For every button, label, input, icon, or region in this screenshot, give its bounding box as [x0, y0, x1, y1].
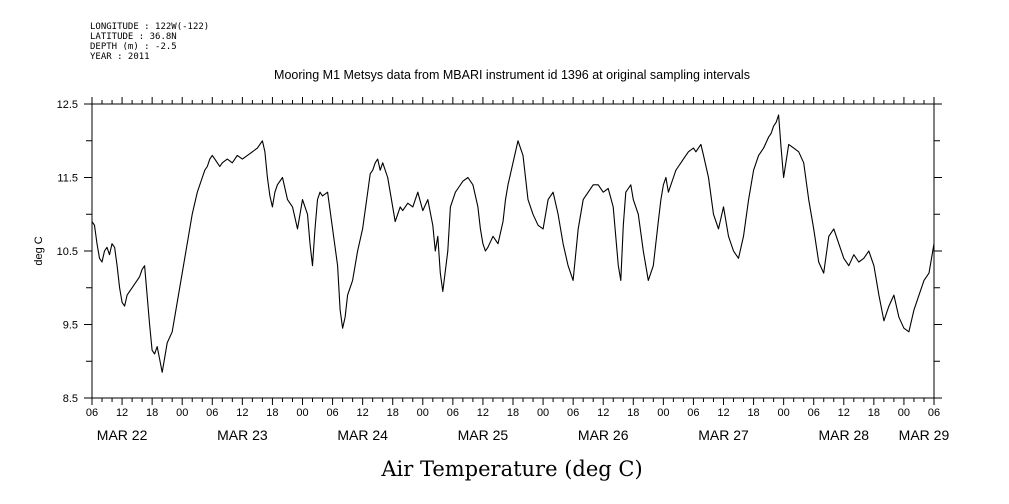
x-hour-label: 12 — [597, 407, 609, 419]
x-hour-label: 18 — [266, 407, 278, 419]
x-hour-label: 18 — [868, 407, 880, 419]
header-year: YEAR : 2011 — [90, 52, 150, 62]
x-hour-label: 00 — [417, 407, 429, 419]
x-axis-title: Air Temperature (deg C) — [380, 457, 642, 481]
x-date-label: MAR 27 — [698, 427, 749, 443]
x-hour-label: 12 — [116, 407, 128, 419]
x-hour-label: 00 — [296, 407, 308, 419]
y-axis-label: deg C — [33, 236, 45, 265]
y-tick-label: 10.5 — [57, 246, 78, 258]
x-hour-label: 06 — [447, 407, 459, 419]
x-hour-label: 06 — [687, 407, 699, 419]
x-date-label: MAR 28 — [818, 427, 869, 443]
x-date-label: MAR 22 — [97, 427, 148, 443]
x-hour-label: 18 — [747, 407, 759, 419]
y-axis: 12.5 11.5 10.5 9.5 8.5 — [57, 99, 942, 405]
air-temperature-line — [91, 114, 935, 373]
x-hour-label: 00 — [657, 407, 669, 419]
x-hour-label: 00 — [778, 407, 790, 419]
x-date-label: MAR 29 — [899, 427, 950, 443]
header-latitude: LATITUDE : 36.8N — [90, 32, 177, 42]
x-hour-label: 12 — [357, 407, 369, 419]
x-hour-label: 00 — [176, 407, 188, 419]
x-date-label: MAR 25 — [458, 427, 509, 443]
y-tick-label: 12.5 — [57, 99, 78, 111]
header-longitude: LONGITUDE : 122W(-122) — [90, 22, 209, 32]
x-hour-label: 06 — [86, 407, 98, 419]
x-hour-label: 18 — [627, 407, 639, 419]
x-date-label: MAR 23 — [217, 427, 268, 443]
y-tick-label: 11.5 — [57, 173, 78, 185]
chart-title: Mooring M1 Metsys data from MBARI instru… — [274, 68, 750, 82]
x-date-label: MAR 24 — [337, 427, 388, 443]
x-hour-label: 18 — [387, 407, 399, 419]
x-hour-label: 00 — [898, 407, 910, 419]
x-hour-label: 12 — [838, 407, 850, 419]
x-hour-label: 12 — [717, 407, 729, 419]
x-date-label: MAR 26 — [578, 427, 629, 443]
x-hour-label: 18 — [507, 407, 519, 419]
x-axis: 06 12 18 00 06 12 18 00 06 12 18 00 06 12 18 00 06 12 18 00… — [86, 97, 950, 443]
x-hour-label: 06 — [206, 407, 218, 419]
x-hour-label: 06 — [808, 407, 820, 419]
header-metadata: LONGITUDE : 122W(-122) LATITUDE : 36.8N … — [90, 22, 209, 62]
header-depth: DEPTH (m) : -2.5 — [90, 42, 177, 52]
x-hour-label: 18 — [146, 407, 158, 419]
y-tick-label: 9.5 — [63, 320, 78, 332]
x-hour-label: 00 — [537, 407, 549, 419]
series-layer — [91, 114, 935, 373]
x-hour-label: 06 — [928, 407, 940, 419]
x-hour-label: 12 — [477, 407, 489, 419]
x-hour-label: 12 — [236, 407, 248, 419]
x-hour-label: 06 — [567, 407, 579, 419]
plot-frame — [91, 103, 935, 399]
y-tick-label: 8.5 — [63, 393, 78, 405]
x-hour-label: 06 — [326, 407, 338, 419]
